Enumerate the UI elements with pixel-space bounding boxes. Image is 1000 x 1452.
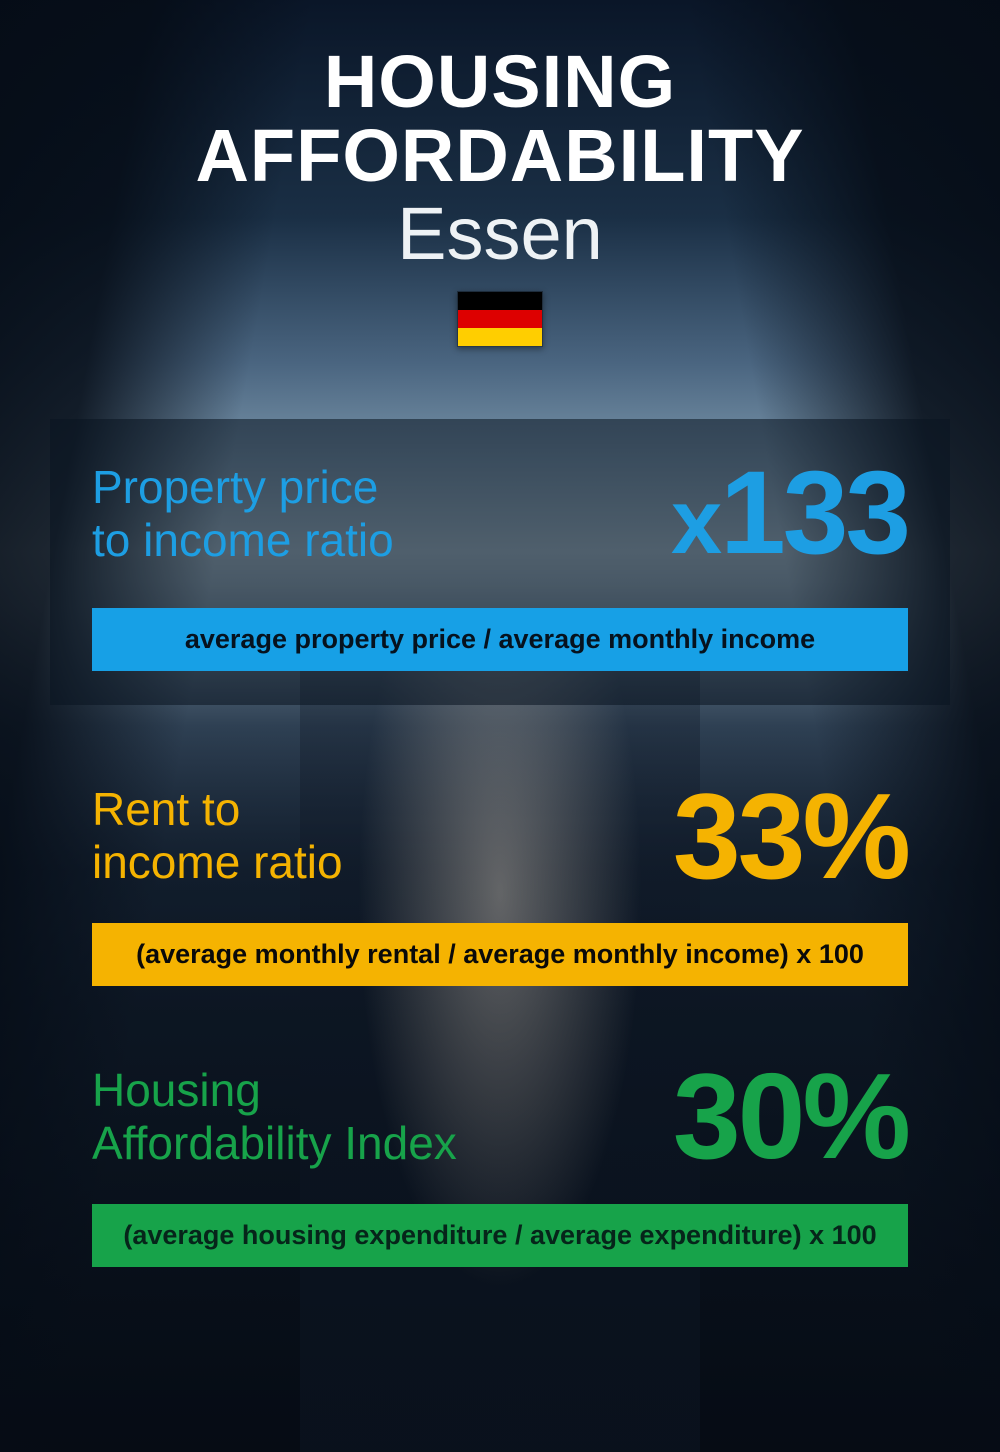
formula-bar-property-price: average property price / average monthly… xyxy=(92,608,908,671)
flag-stripe-black xyxy=(458,292,542,310)
metric-section-rent-income: Rent to income ratio 33% (average monthl… xyxy=(50,783,950,986)
metric-label-property-price: Property price to income ratio xyxy=(92,461,394,567)
page-title: HOUSING AFFORDABILITY xyxy=(50,45,950,193)
metric-value-rent-income: 33% xyxy=(673,785,908,889)
formula-bar-affordability-index: (average housing expenditure / average e… xyxy=(92,1204,908,1267)
metric-value-affordability-index: 30% xyxy=(673,1065,908,1169)
metric-row: Housing Affordability Index 30% xyxy=(92,1064,908,1170)
flag-stripe-red xyxy=(458,310,542,328)
formula-bar-rent-income: (average monthly rental / average monthl… xyxy=(92,923,908,986)
metric-section-affordability-index: Housing Affordability Index 30% (average… xyxy=(50,1064,950,1267)
metric-row: Property price to income ratio x133 xyxy=(92,461,908,567)
metric-label-rent-income: Rent to income ratio xyxy=(92,783,343,889)
header: HOUSING AFFORDABILITY Essen xyxy=(50,45,950,347)
metric-value-property-price: x133 xyxy=(671,463,908,563)
germany-flag-icon xyxy=(457,291,543,347)
metric-row: Rent to income ratio 33% xyxy=(92,783,908,889)
metric-card-property-price: Property price to income ratio x133 aver… xyxy=(50,419,950,706)
infographic-root: HOUSING AFFORDABILITY Essen Property pri… xyxy=(0,0,1000,1452)
page-subtitle: Essen xyxy=(50,195,950,273)
metric-label-affordability-index: Housing Affordability Index xyxy=(92,1064,457,1170)
flag-stripe-gold xyxy=(458,328,542,346)
